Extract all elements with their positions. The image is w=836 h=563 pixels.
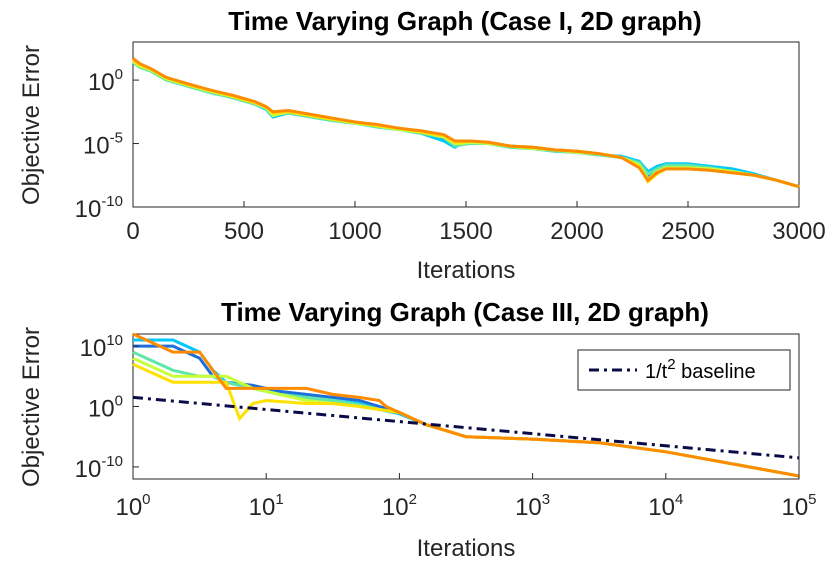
legend-label: 1/t2 baseline	[645, 356, 756, 383]
chart-bottom-x-label: Iterations	[417, 535, 516, 562]
chart-top-title: Time Varying Graph (Case I, 2D graph)	[228, 6, 701, 36]
y-tick-label: 10-5	[83, 130, 123, 160]
chart-bottom-title: Time Varying Graph (Case III, 2D graph)	[221, 297, 709, 327]
chart-bottom-x-ticks: 100 101 102 103 104 105	[115, 473, 817, 521]
x-tick-label: 101	[249, 491, 284, 521]
x-tick-label: 105	[781, 491, 816, 521]
chart-bottom-legend: 1/t2 baseline	[577, 349, 791, 391]
chart-bottom-series	[132, 332, 800, 478]
x-tick-label: 1000	[328, 218, 381, 245]
chart-bottom-y-ticks: 10-10 100 1010	[75, 332, 139, 483]
chart-top-y-label: Objective Error	[18, 45, 45, 205]
x-tick-label: 1500	[439, 218, 492, 245]
chart-top-plot-area	[132, 41, 800, 208]
top-series-line	[132, 57, 800, 189]
baseline-line	[132, 395, 800, 460]
chart-bottom: Time Varying Graph (Case III, 2D graph) …	[18, 297, 817, 562]
x-tick-label: 3000	[772, 218, 825, 245]
chart-top-x-ticks: 0 500 1000 1500 2000 2500 3000	[126, 201, 826, 245]
bottom-series-line	[132, 332, 800, 478]
x-tick-label: 104	[648, 491, 683, 521]
x-tick-label: 102	[382, 491, 417, 521]
top-series-line	[132, 59, 800, 189]
chart-top-y-ticks: 10-10 10-5 100	[75, 66, 139, 223]
y-tick-label: 100	[88, 66, 123, 96]
chart-top-series	[131, 57, 800, 189]
chart-bottom-y-label: Objective Error	[18, 327, 45, 487]
x-tick-label: 103	[515, 491, 550, 521]
x-tick-label: 0	[126, 218, 139, 245]
chart-top-x-label: Iterations	[417, 257, 516, 284]
y-tick-label: 1010	[80, 332, 123, 362]
x-tick-label: 2000	[550, 218, 603, 245]
x-tick-label: 100	[115, 491, 150, 521]
y-tick-label: 100	[88, 393, 123, 423]
y-tick-label: 10-10	[75, 193, 123, 223]
x-tick-label: 2500	[661, 218, 714, 245]
x-tick-label: 500	[224, 218, 264, 245]
chart-top: Time Varying Graph (Case I, 2D graph) 0 5…	[18, 6, 826, 284]
y-tick-label: 10-10	[75, 453, 123, 483]
